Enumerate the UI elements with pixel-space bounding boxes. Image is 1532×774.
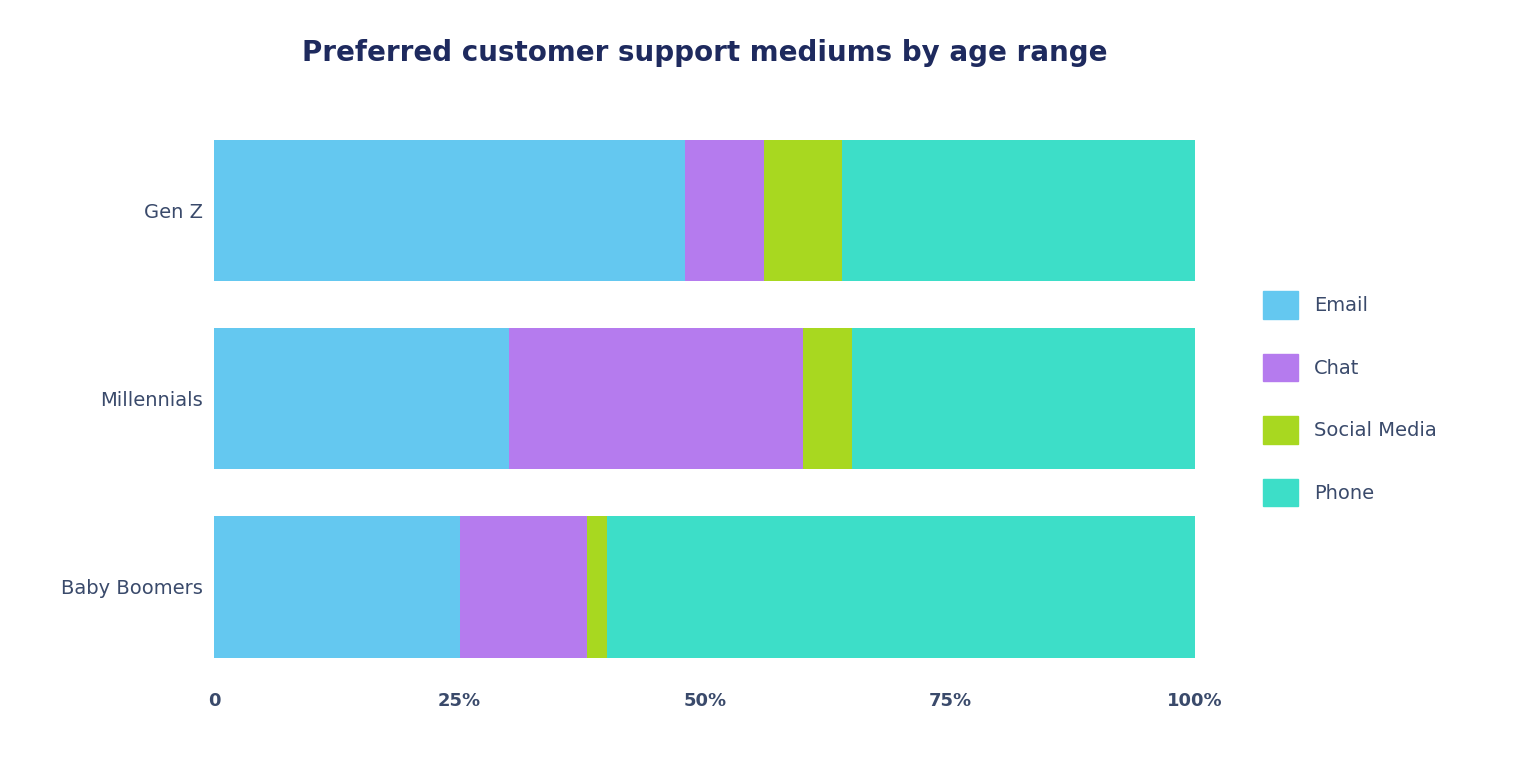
Bar <box>803 328 852 469</box>
Bar <box>460 516 587 658</box>
Bar <box>214 139 685 281</box>
Bar <box>607 516 1195 658</box>
Bar <box>843 139 1195 281</box>
Bar <box>509 328 803 469</box>
Bar <box>763 139 843 281</box>
Legend: Email, Chat, Social Media, Phone: Email, Chat, Social Media, Phone <box>1244 272 1455 526</box>
Title: Preferred customer support mediums by age range: Preferred customer support mediums by ag… <box>302 39 1108 67</box>
Bar <box>685 139 763 281</box>
Bar <box>587 516 607 658</box>
Bar <box>214 328 509 469</box>
Bar <box>852 328 1195 469</box>
Bar <box>214 516 460 658</box>
